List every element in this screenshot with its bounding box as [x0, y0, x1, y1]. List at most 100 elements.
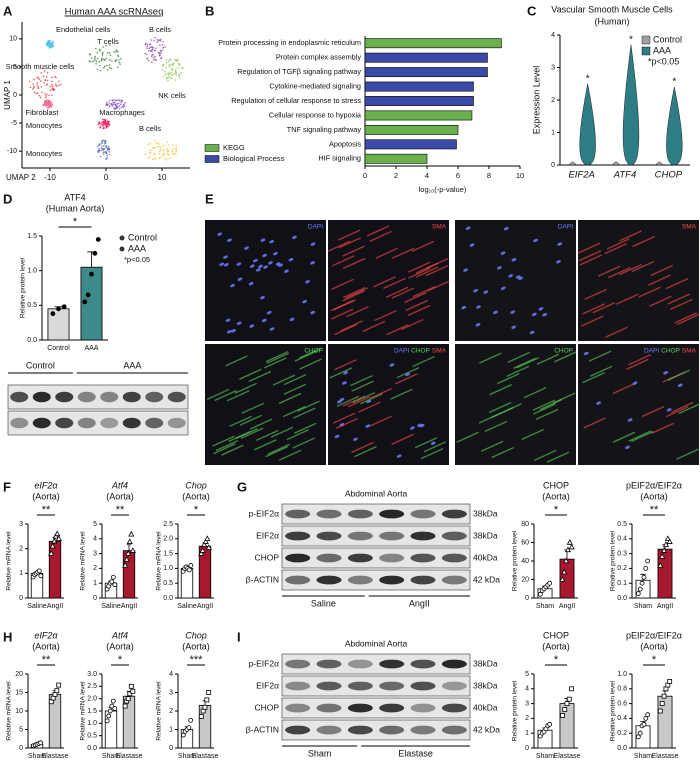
cell-dot	[144, 153, 147, 155]
nucleus	[511, 325, 516, 329]
cell-dot	[105, 145, 108, 148]
cell-dot	[175, 149, 178, 151]
cell-dot	[162, 40, 164, 43]
cell-dot	[104, 139, 106, 142]
cell-dot	[178, 74, 181, 77]
data-point	[54, 688, 60, 694]
cell-dot	[118, 105, 121, 107]
nucleus	[343, 371, 349, 375]
data-point	[201, 541, 208, 547]
data-point	[202, 538, 209, 544]
fiber	[416, 266, 439, 278]
cell-dot	[110, 67, 113, 70]
cell-dot	[102, 123, 105, 126]
y-tick-label: 0.0	[163, 595, 173, 602]
cell-dot	[106, 52, 109, 54]
cell-dot	[105, 121, 108, 124]
cell-dot	[45, 44, 48, 46]
blot-strip	[281, 547, 471, 569]
cell-dot	[111, 60, 113, 62]
category-label: TNF signaling pathway	[287, 125, 362, 134]
blot-band	[100, 391, 119, 403]
cell-dot	[32, 88, 34, 90]
cell-dot	[53, 88, 56, 91]
y-tick-label: 2	[551, 97, 555, 104]
cell-dot	[95, 62, 97, 65]
cell-dot	[107, 149, 109, 152]
cell-dot	[33, 86, 35, 89]
legend-label: Biological Process	[223, 154, 285, 163]
nucleus	[236, 262, 242, 266]
cell-dot	[175, 74, 178, 76]
chart-subtitle: (Aorta)	[32, 641, 60, 651]
legend-swatch	[641, 35, 651, 45]
cell-dot	[39, 80, 42, 82]
chart-title: Atf4	[111, 630, 128, 640]
fiber	[582, 303, 606, 315]
cell-dot	[102, 58, 105, 61]
cell-dot	[120, 99, 123, 101]
cell-dot	[175, 147, 178, 149]
nucleus	[510, 310, 516, 314]
image-label: SMA	[432, 224, 447, 231]
cell-dot	[147, 143, 150, 146]
fiber	[215, 439, 239, 452]
legend-swatch	[641, 46, 651, 56]
cell-dot	[169, 77, 172, 80]
nucleus	[289, 317, 295, 322]
blot-band	[10, 417, 29, 429]
fiber	[266, 352, 290, 364]
cell-dot	[159, 49, 162, 52]
cell-dot	[155, 157, 157, 160]
fiber	[589, 365, 613, 377]
y-tick-label: 0	[525, 595, 529, 602]
x-tick-label: 10	[516, 171, 524, 180]
nucleus	[465, 226, 471, 230]
blot-band	[379, 681, 405, 691]
chart-subtitle: (Human)	[594, 16, 629, 26]
bar	[364, 96, 474, 106]
data-point	[562, 557, 570, 564]
data-point	[92, 250, 98, 256]
y-tick-label: 0.0	[617, 745, 627, 752]
bar	[122, 550, 136, 599]
cell-dot	[94, 55, 96, 58]
data-point	[38, 573, 44, 579]
data-point	[664, 535, 671, 541]
y-tick-label: 1.5	[163, 550, 173, 557]
cell-dot	[46, 71, 49, 74]
nucleus	[227, 238, 232, 242]
nucleus	[497, 266, 502, 270]
fiber	[214, 389, 237, 402]
cell-dot	[91, 60, 93, 63]
cell-dot	[162, 46, 165, 49]
y-tick-label: 2	[169, 708, 173, 715]
cluster-label: T cells	[97, 37, 119, 46]
fiber	[605, 326, 628, 338]
image-label: DAPI	[644, 348, 659, 355]
data-point	[38, 740, 44, 746]
cell-dot	[165, 76, 168, 79]
cell-dot	[165, 159, 168, 161]
blot-size-label: 38kDa	[473, 658, 498, 668]
cell-dot	[94, 47, 97, 50]
nucleus	[469, 243, 475, 247]
blot-band	[441, 531, 467, 541]
cell-dot	[33, 91, 36, 94]
blot-band	[379, 531, 405, 541]
cell-dot	[37, 76, 40, 79]
cell-dot	[103, 147, 105, 150]
category-label: Sham	[536, 753, 554, 760]
cell-dot	[112, 103, 115, 106]
cell-dot	[146, 57, 149, 60]
y-tick-label: 0.5	[27, 302, 37, 309]
blot-strip	[281, 697, 471, 719]
nucleus	[500, 286, 506, 290]
panel-label: F	[3, 479, 11, 494]
nucleus	[677, 383, 683, 387]
category-label: Elastase	[42, 753, 69, 760]
blot-band	[410, 575, 436, 585]
cell-dot	[168, 65, 170, 68]
data-point	[199, 547, 206, 553]
nucleus	[475, 323, 481, 327]
